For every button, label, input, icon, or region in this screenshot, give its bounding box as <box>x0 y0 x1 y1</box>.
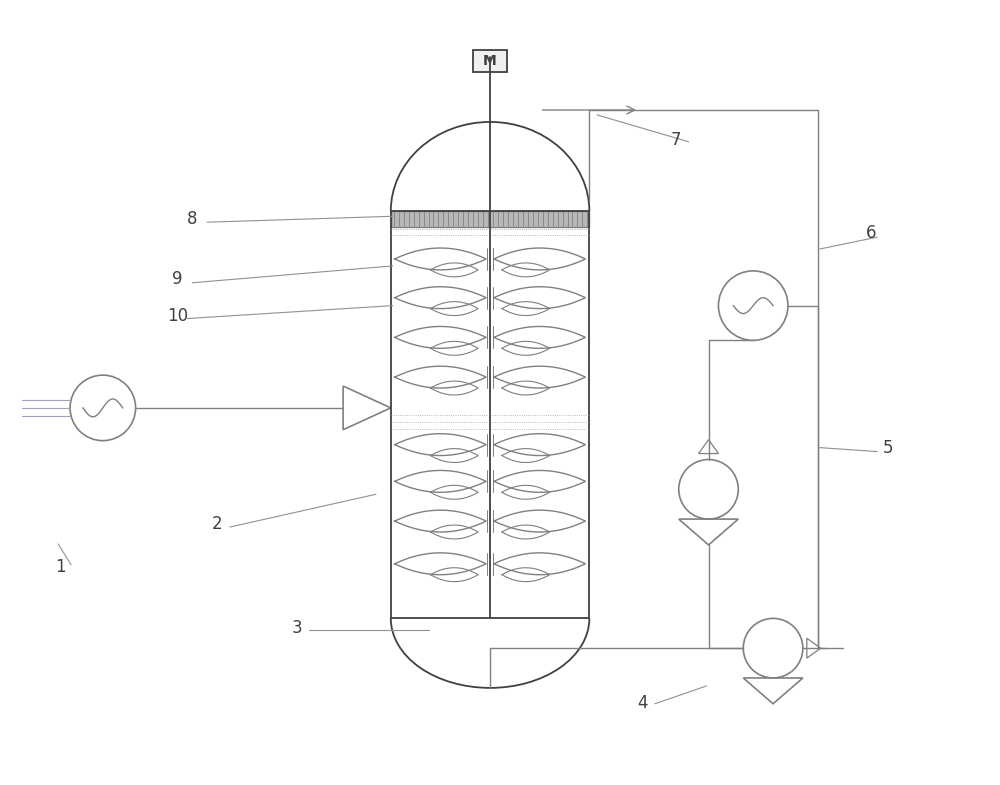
Text: 9: 9 <box>172 270 183 288</box>
Text: 8: 8 <box>187 210 198 228</box>
Text: 1: 1 <box>55 558 66 575</box>
Text: 7: 7 <box>671 131 681 149</box>
Text: 10: 10 <box>167 307 188 324</box>
Text: M: M <box>483 54 497 68</box>
Text: 5: 5 <box>882 439 893 457</box>
Text: 4: 4 <box>637 694 648 712</box>
Text: 2: 2 <box>212 515 223 533</box>
Bar <box>391 211 589 227</box>
Text: 3: 3 <box>291 619 302 637</box>
Bar <box>473 50 507 72</box>
Text: 6: 6 <box>865 225 876 242</box>
